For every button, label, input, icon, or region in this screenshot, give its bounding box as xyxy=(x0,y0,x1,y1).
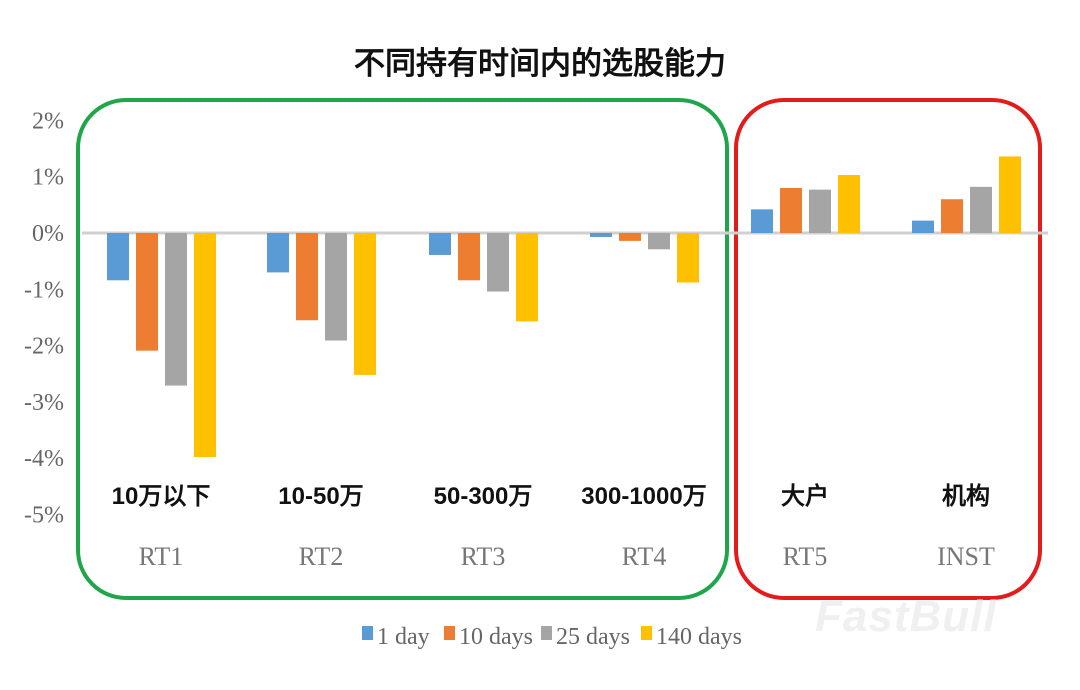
category-annotation: 50-300万 xyxy=(434,483,533,510)
group-outline-2 xyxy=(734,98,1042,600)
y-tick-label: 1% xyxy=(32,165,64,191)
legend-swatch xyxy=(541,626,552,640)
bar-RT2-25-days xyxy=(325,233,347,341)
bar-RT2-1-day xyxy=(267,233,289,273)
y-tick-label: -5% xyxy=(24,503,64,529)
chart-title: 不同持有时间内的选股能力 xyxy=(354,46,726,81)
y-tick-label: 2% xyxy=(32,108,64,134)
bar-RT4-1-day xyxy=(590,233,612,237)
bar-INST-140-days xyxy=(999,156,1021,233)
category-annotation: 10万以下 xyxy=(112,483,211,510)
y-tick-label: -2% xyxy=(24,334,64,360)
bar-RT4-140-days xyxy=(677,233,699,283)
bar-RT2-140-days xyxy=(354,233,376,375)
legend-label: 140 days xyxy=(656,624,742,650)
x-tick-label: RT4 xyxy=(622,542,667,571)
x-tick-label: RT3 xyxy=(461,542,506,571)
bar-RT1-25-days xyxy=(165,233,187,386)
bar-RT5-140-days xyxy=(838,175,860,233)
category-annotation: 10-50万 xyxy=(278,483,363,510)
bar-RT4-25-days xyxy=(648,233,670,250)
legend-label: 1 day xyxy=(377,624,430,650)
y-tick-label: -1% xyxy=(24,277,64,303)
bar-RT1-1-day xyxy=(107,233,129,281)
bar-INST-25-days xyxy=(970,186,992,233)
x-tick-label: RT1 xyxy=(139,542,184,571)
bar-INST-10-days xyxy=(941,199,963,233)
y-tick-label: 0% xyxy=(32,221,64,247)
legend-label: 10 days xyxy=(459,624,533,650)
bar-RT5-25-days xyxy=(809,189,831,233)
bar-INST-1-day xyxy=(912,220,934,233)
bar-RT4-10-days xyxy=(619,233,641,241)
legend-label: 25 days xyxy=(556,624,630,650)
bar-RT3-25-days xyxy=(487,233,509,292)
legend-swatch xyxy=(362,626,373,640)
x-tick-label: INST xyxy=(937,542,995,571)
category-annotation: 大户 xyxy=(781,482,829,510)
bar-RT3-140-days xyxy=(516,233,538,322)
bar-RT3-10-days xyxy=(458,233,480,281)
x-tick-label: RT2 xyxy=(299,542,344,571)
bar-RT1-10-days xyxy=(136,233,158,351)
watermark-logo: FastBull xyxy=(815,592,997,641)
category-annotation: 300-1000万 xyxy=(581,483,706,510)
bar-RT2-10-days xyxy=(296,233,318,321)
bar-RT3-1-day xyxy=(429,233,451,255)
legend-swatch xyxy=(641,626,652,640)
bar-RT1-140-days xyxy=(194,233,216,458)
bar-RT5-1-day xyxy=(751,209,773,233)
group-outline-1 xyxy=(76,98,729,600)
y-tick-label: -4% xyxy=(24,446,64,472)
category-annotation: 机构 xyxy=(942,482,990,510)
x-tick-label: RT5 xyxy=(783,542,828,571)
y-tick-label: -3% xyxy=(24,390,64,416)
bar-RT5-10-days xyxy=(780,187,802,233)
legend-swatch xyxy=(444,626,455,640)
